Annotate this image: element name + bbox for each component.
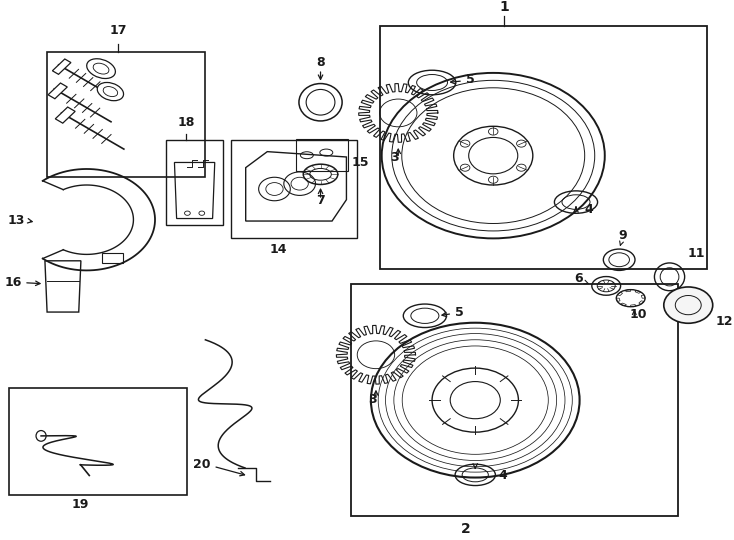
Text: 17: 17 <box>109 24 127 37</box>
Text: 9: 9 <box>619 230 627 242</box>
Bar <box>166 140 223 225</box>
Text: 4: 4 <box>584 203 593 217</box>
Text: 16: 16 <box>4 276 22 289</box>
Text: 12: 12 <box>716 315 733 328</box>
Polygon shape <box>55 107 75 123</box>
Bar <box>9 388 187 495</box>
Text: 6: 6 <box>575 272 584 285</box>
Polygon shape <box>52 59 71 75</box>
Text: 13: 13 <box>7 214 25 227</box>
Text: 18: 18 <box>178 116 195 129</box>
Bar <box>296 139 348 171</box>
Text: 8: 8 <box>316 56 325 69</box>
Text: 7: 7 <box>316 194 325 207</box>
Text: 5: 5 <box>466 73 475 86</box>
Text: 10: 10 <box>629 308 647 321</box>
Ellipse shape <box>87 59 115 78</box>
Circle shape <box>664 287 713 323</box>
Text: 20: 20 <box>193 458 211 471</box>
Text: 3: 3 <box>390 151 399 164</box>
Text: 19: 19 <box>72 498 89 511</box>
Bar <box>351 284 678 516</box>
Bar <box>47 51 206 177</box>
Ellipse shape <box>98 83 123 100</box>
Text: 1: 1 <box>499 0 509 14</box>
Polygon shape <box>48 83 68 99</box>
Text: 5: 5 <box>455 306 464 319</box>
Bar <box>103 253 123 263</box>
Text: 3: 3 <box>368 393 377 406</box>
Text: 2: 2 <box>460 522 470 536</box>
Bar <box>230 140 357 238</box>
Text: 15: 15 <box>352 156 369 169</box>
Text: 4: 4 <box>498 469 507 482</box>
Bar <box>379 26 707 269</box>
Text: 14: 14 <box>269 244 287 256</box>
Text: 11: 11 <box>688 247 705 260</box>
